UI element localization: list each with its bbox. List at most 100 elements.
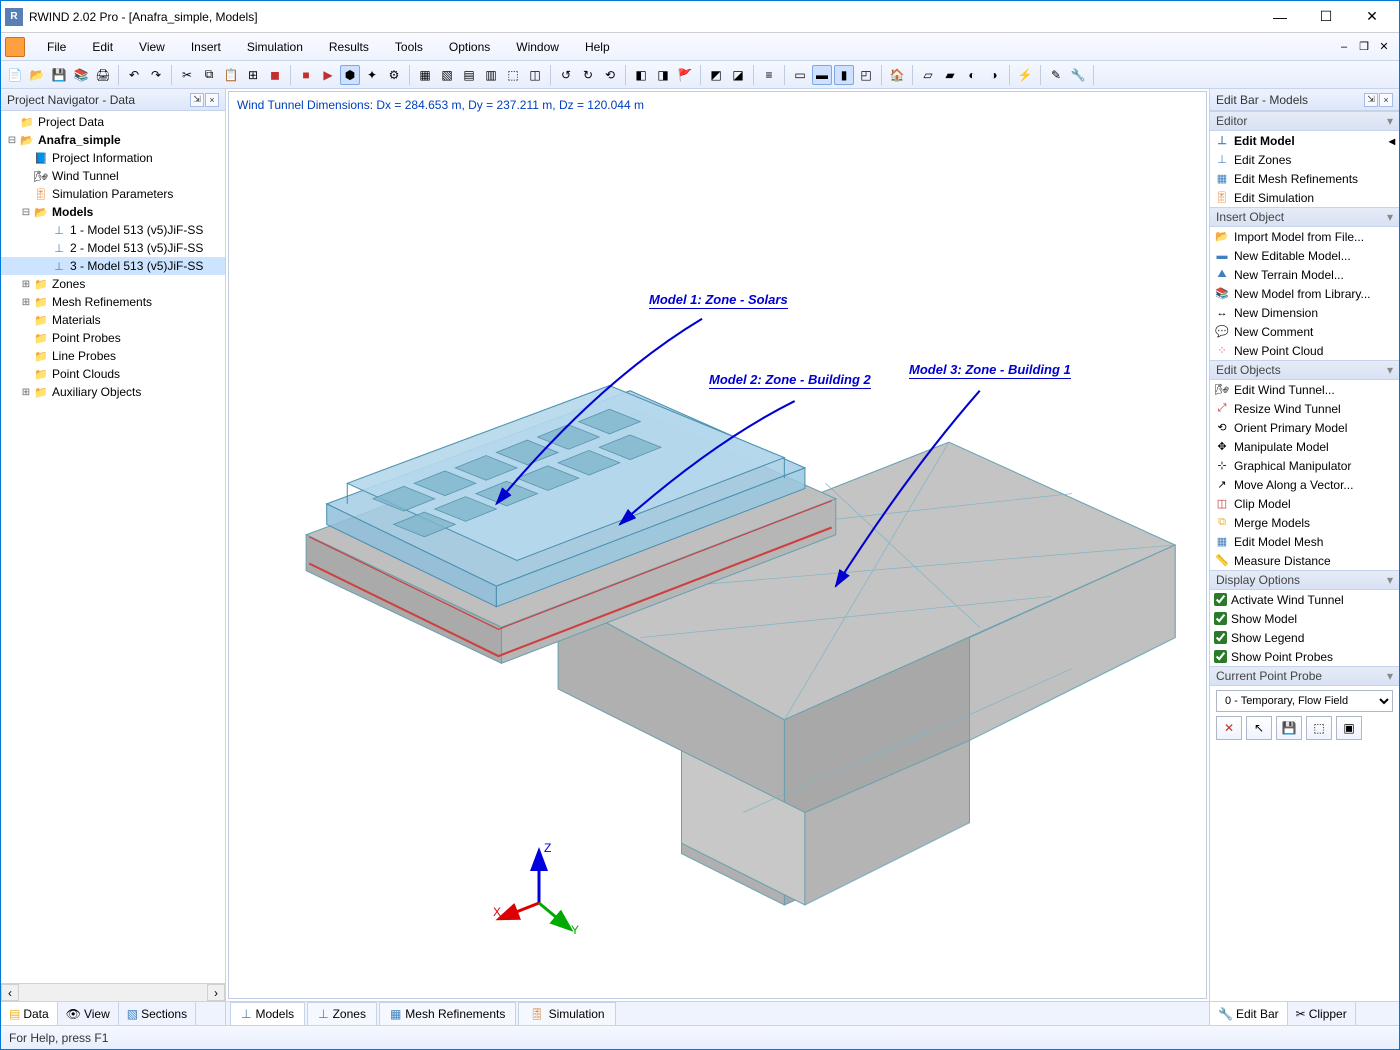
vtab-mesh[interactable]: ▦Mesh Refinements: [379, 1002, 516, 1025]
tb-t1[interactable]: ⚡: [1015, 65, 1035, 85]
tb-v3[interactable]: ▤: [459, 65, 479, 85]
ri-clip[interactable]: ◫Clip Model: [1210, 494, 1399, 513]
tb-r3[interactable]: ⟲: [600, 65, 620, 85]
tb-v5[interactable]: ⬚: [503, 65, 523, 85]
menu-file[interactable]: File: [35, 36, 78, 58]
scroll-left[interactable]: ‹: [1, 984, 19, 1001]
tb-print[interactable]: 🖨: [93, 65, 113, 85]
tb-p2[interactable]: ▰: [940, 65, 960, 85]
tree-sim[interactable]: 🎚Simulation Parameters: [1, 185, 225, 203]
tb-saveall[interactable]: 📚: [71, 65, 91, 85]
ri-import[interactable]: 📂Import Model from File...: [1210, 227, 1399, 246]
ri-terrain[interactable]: ⛰New Terrain Model...: [1210, 265, 1399, 284]
menu-edit[interactable]: Edit: [80, 36, 125, 58]
tb-select[interactable]: ◼: [265, 65, 285, 85]
tb-l4[interactable]: ◰: [856, 65, 876, 85]
editbar-pin[interactable]: ⇲: [1364, 93, 1378, 107]
tb-v2[interactable]: ▧: [437, 65, 457, 85]
rtab-editbar[interactable]: 🔧Edit Bar: [1210, 1002, 1288, 1025]
tree-wind[interactable]: 🌬Wind Tunnel: [1, 167, 225, 185]
tb-mode2[interactable]: ✦: [362, 65, 382, 85]
menu-results[interactable]: Results: [317, 36, 381, 58]
menu-simulation[interactable]: Simulation: [235, 36, 315, 58]
minimize-button[interactable]: —: [1257, 2, 1303, 32]
sec-display[interactable]: Display Options▾: [1210, 570, 1399, 590]
ri-mmesh[interactable]: ▦Edit Model Mesh: [1210, 532, 1399, 551]
rtab-clipper[interactable]: ✂Clipper: [1288, 1002, 1356, 1025]
ri-resize[interactable]: ⤢Resize Wind Tunnel: [1210, 399, 1399, 418]
nav-pin[interactable]: ⇲: [190, 93, 204, 107]
editbar-close[interactable]: ×: [1379, 93, 1393, 107]
mdi-close[interactable]: ✕: [1375, 39, 1393, 55]
ri-edit-model[interactable]: ⊥Edit Model◂: [1210, 131, 1399, 150]
sec-insert[interactable]: Insert Object▾: [1210, 207, 1399, 227]
tb-l3[interactable]: ▮: [834, 65, 854, 85]
sec-probe[interactable]: Current Point Probe▾: [1210, 666, 1399, 686]
viewport[interactable]: Wind Tunnel Dimensions: Dx = 284.653 m, …: [228, 91, 1207, 999]
tree-lprobes[interactable]: 📁Line Probes: [1, 347, 225, 365]
tb-flag[interactable]: 🚩: [675, 65, 695, 85]
ri-editable[interactable]: ▬New Editable Model...: [1210, 246, 1399, 265]
tb-mode3[interactable]: ⚙: [384, 65, 404, 85]
tb-stop[interactable]: ■: [296, 65, 316, 85]
tb-pv1[interactable]: ◩: [706, 65, 726, 85]
chk-tunnel[interactable]: Activate Wind Tunnel: [1210, 590, 1399, 609]
ri-edit-zones[interactable]: ⊥Edit Zones: [1210, 150, 1399, 169]
tb-l2[interactable]: ▬: [812, 65, 832, 85]
ri-move[interactable]: ↗Move Along a Vector...: [1210, 475, 1399, 494]
ri-orient[interactable]: ⟲Orient Primary Model: [1210, 418, 1399, 437]
tree-m1[interactable]: ⊥1 - Model 513 (v5)JiF-SS: [1, 221, 225, 239]
tb-paste[interactable]: 📋: [221, 65, 241, 85]
tree-pclouds[interactable]: 📁Point Clouds: [1, 365, 225, 383]
tb-p4[interactable]: ◑: [984, 65, 1004, 85]
vtab-models[interactable]: ⊥Models: [230, 1002, 305, 1025]
tb-c2[interactable]: ◨: [653, 65, 673, 85]
ri-merge[interactable]: ⧉Merge Models: [1210, 513, 1399, 532]
ri-wind[interactable]: 🌬Edit Wind Tunnel...: [1210, 380, 1399, 399]
probe-select[interactable]: 0 - Temporary, Flow Field: [1216, 690, 1393, 712]
menu-insert[interactable]: Insert: [179, 36, 233, 58]
tb-play[interactable]: ▶: [318, 65, 338, 85]
tb-s2[interactable]: 🔧: [1068, 65, 1088, 85]
tb-mode1[interactable]: ⬢: [340, 65, 360, 85]
ri-library[interactable]: 📚New Model from Library...: [1210, 284, 1399, 303]
tb-v4[interactable]: ▥: [481, 65, 501, 85]
nav-close[interactable]: ×: [205, 93, 219, 107]
tree-m2[interactable]: ⊥2 - Model 513 (v5)JiF-SS: [1, 239, 225, 257]
probe-win[interactable]: ▣: [1336, 716, 1362, 740]
tb-c1[interactable]: ◧: [631, 65, 651, 85]
tree-pprobes[interactable]: 📁Point Probes: [1, 329, 225, 347]
ri-edit-sim[interactable]: 🎚Edit Simulation: [1210, 188, 1399, 207]
mdi-restore[interactable]: ❐: [1355, 39, 1373, 55]
ri-cloud[interactable]: ⁘New Point Cloud: [1210, 341, 1399, 360]
tb-open[interactable]: 📂: [27, 65, 47, 85]
tb-new[interactable]: 📄: [5, 65, 25, 85]
ri-comment[interactable]: 💬New Comment: [1210, 322, 1399, 341]
tb-r1[interactable]: ↺: [556, 65, 576, 85]
tree-mesh[interactable]: ⊞📁Mesh Refinements: [1, 293, 225, 311]
tb-save[interactable]: 💾: [49, 65, 69, 85]
scroll-right[interactable]: ›: [207, 984, 225, 1001]
probe-view[interactable]: ⬚: [1306, 716, 1332, 740]
tree-info[interactable]: 📘Project Information: [1, 149, 225, 167]
tb-undo[interactable]: ↶: [124, 65, 144, 85]
ri-dim[interactable]: ↔New Dimension: [1210, 303, 1399, 322]
tb-m1[interactable]: 🏠: [887, 65, 907, 85]
probe-save[interactable]: 💾: [1276, 716, 1302, 740]
ri-edit-mesh[interactable]: ▦Edit Mesh Refinements: [1210, 169, 1399, 188]
tb-r2[interactable]: ↻: [578, 65, 598, 85]
tb-p3[interactable]: ◐: [962, 65, 982, 85]
tb-cut[interactable]: ✂: [177, 65, 197, 85]
tb-pv2[interactable]: ◪: [728, 65, 748, 85]
sec-editobj[interactable]: Edit Objects▾: [1210, 360, 1399, 380]
menu-tools[interactable]: Tools: [383, 36, 435, 58]
tb-l1[interactable]: ▭: [790, 65, 810, 85]
nav-tab-view[interactable]: 👁View: [58, 1002, 119, 1025]
tb-copy[interactable]: ⧉: [199, 65, 219, 85]
vtab-sim[interactable]: 🎚Simulation: [518, 1002, 615, 1025]
tree-materials[interactable]: 📁Materials: [1, 311, 225, 329]
tb-snap[interactable]: ⊞: [243, 65, 263, 85]
nav-hscroll[interactable]: ‹ ›: [1, 983, 225, 1001]
tb-p1[interactable]: ▱: [918, 65, 938, 85]
tb-v1[interactable]: ▦: [415, 65, 435, 85]
